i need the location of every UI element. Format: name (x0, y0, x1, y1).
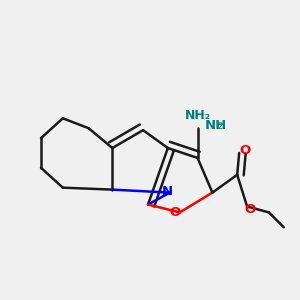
Text: O: O (239, 143, 251, 157)
Text: N: N (161, 184, 172, 198)
Text: $_2$: $_2$ (218, 119, 224, 132)
Text: NH: NH (205, 119, 227, 132)
Text: O: O (244, 203, 256, 216)
Text: NH₂: NH₂ (184, 109, 211, 122)
Text: O: O (169, 206, 181, 219)
